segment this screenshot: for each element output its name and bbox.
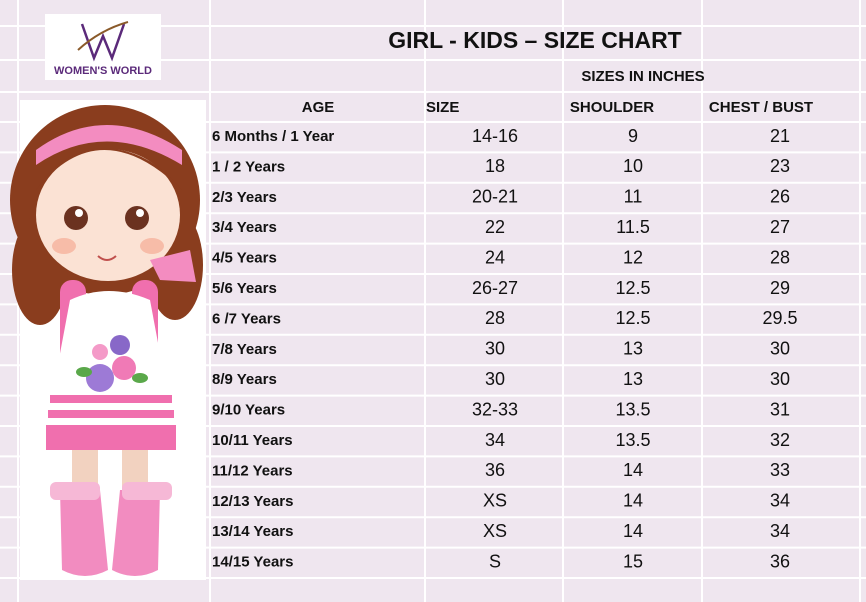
value-cell: 13	[623, 339, 643, 359]
column-header: CHEST / BUST	[709, 99, 813, 116]
age-cell: 6 Months / 1 Year	[212, 128, 334, 145]
column-header: SIZE	[426, 99, 459, 116]
value-cell: 21	[770, 126, 790, 146]
value-cell: 20-21	[472, 187, 518, 207]
age-cell: 14/15 Years	[212, 554, 293, 571]
age-cell: 13/14 Years	[212, 523, 293, 540]
age-cell: 3/4 Years	[212, 219, 277, 236]
logo: WOMEN'S WORLD	[45, 14, 161, 80]
value-cell: S	[489, 551, 501, 571]
value-cell: 29	[770, 278, 790, 298]
age-cell: 6 /7 Years	[212, 310, 281, 327]
value-cell: 14-16	[472, 126, 518, 146]
value-cell: 33	[770, 460, 790, 480]
age-cell: 10/11 Years	[212, 432, 293, 449]
value-cell: 28	[770, 247, 790, 267]
title: GIRL - KIDS – SIZE CHART	[388, 27, 682, 53]
value-cell: 27	[770, 217, 790, 237]
value-cell: 36	[485, 460, 505, 480]
value-cell: 14	[623, 521, 643, 541]
value-cell: 32-33	[472, 399, 518, 419]
value-cell: 10	[623, 156, 643, 176]
value-cell: 32	[770, 430, 790, 450]
group-header: SIZES IN INCHES	[581, 68, 704, 85]
value-cell: 15	[623, 551, 643, 571]
value-cell: 34	[770, 521, 790, 541]
value-cell: 26	[770, 187, 790, 207]
value-cell: 36	[770, 551, 790, 571]
age-cell: 1 / 2 Years	[212, 158, 285, 175]
age-cell: 5/6 Years	[212, 280, 277, 297]
value-cell: XS	[483, 491, 507, 511]
value-cell: 31	[770, 399, 790, 419]
table: GIRL - KIDS – SIZE CHART SIZES IN INCHES…	[212, 27, 813, 571]
value-cell: 12.5	[615, 308, 650, 328]
value-cell: 30	[485, 369, 505, 389]
age-cell: 2/3 Years	[212, 189, 277, 206]
column-header: AGE	[302, 99, 335, 116]
age-cell: 8/9 Years	[212, 371, 277, 388]
value-cell: 30	[770, 339, 790, 359]
value-cell: 14	[623, 491, 643, 511]
column-header: SHOULDER	[570, 99, 654, 116]
value-cell: 22	[485, 217, 505, 237]
value-cell: 14	[623, 460, 643, 480]
brand: WOMEN'S WORLD	[54, 65, 152, 77]
age-cell: 12/13 Years	[212, 493, 293, 510]
age-cell: 9/10 Years	[212, 402, 285, 419]
age-cell: 11/12 Years	[212, 462, 293, 479]
value-cell: 13.5	[615, 430, 650, 450]
value-cell: 9	[628, 126, 638, 146]
value-cell: 28	[485, 308, 505, 328]
girl-illustration	[10, 100, 206, 580]
value-cell: 11.5	[616, 217, 650, 237]
value-cell: 13	[623, 369, 643, 389]
value-cell: 29.5	[762, 308, 797, 328]
value-cell: 30	[770, 369, 790, 389]
value-cell: 34	[485, 430, 505, 450]
value-cell: 30	[485, 339, 505, 359]
value-cell: 34	[770, 491, 790, 511]
value-cell: 24	[485, 247, 505, 267]
value-cell: 12	[623, 247, 643, 267]
value-cell: 12.5	[615, 278, 650, 298]
value-cell: 11	[624, 187, 643, 207]
value-cell: 13.5	[615, 399, 650, 419]
value-cell: XS	[483, 521, 507, 541]
value-cell: 26-27	[472, 278, 518, 298]
age-cell: 7/8 Years	[212, 341, 277, 358]
value-cell: 23	[770, 156, 790, 176]
value-cell: 18	[485, 156, 505, 176]
age-cell: 4/5 Years	[212, 250, 277, 267]
